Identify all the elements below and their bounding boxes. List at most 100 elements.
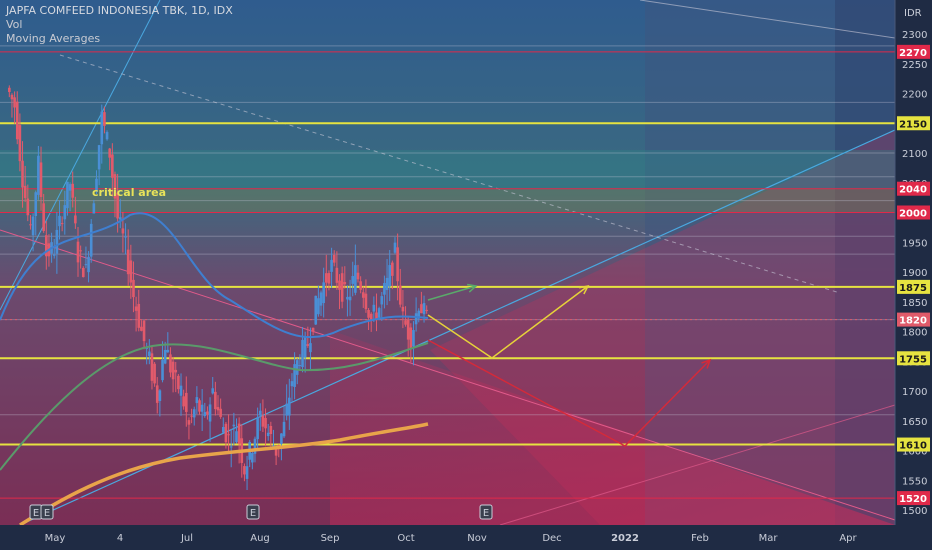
candle-body bbox=[306, 344, 310, 346]
candle-body bbox=[293, 364, 296, 387]
candle-body bbox=[163, 349, 167, 364]
candle-body bbox=[274, 446, 278, 456]
candle-body bbox=[71, 183, 75, 198]
candle-body bbox=[166, 349, 170, 353]
price-level-tag-label: 2270 bbox=[899, 48, 927, 59]
candle-body bbox=[95, 178, 98, 192]
candle-body bbox=[155, 385, 159, 403]
bullish-projection-arrow-head bbox=[466, 283, 478, 293]
candle-body bbox=[375, 312, 378, 321]
time-tick-label: Dec bbox=[542, 533, 561, 544]
candle-body bbox=[372, 304, 376, 312]
candle-body bbox=[150, 353, 154, 381]
candle-body bbox=[21, 160, 24, 188]
candle-body bbox=[367, 309, 370, 318]
price-level-tag-label: 2150 bbox=[899, 119, 927, 130]
candle-body bbox=[338, 280, 341, 290]
price-level-tag bbox=[897, 205, 930, 220]
candle-body bbox=[391, 262, 394, 276]
candle-body bbox=[369, 313, 373, 320]
candle-body bbox=[84, 264, 88, 266]
candle-body bbox=[92, 203, 96, 214]
candle-body bbox=[354, 265, 357, 293]
candle-body bbox=[359, 281, 362, 290]
candle-body bbox=[414, 313, 418, 325]
candle-body bbox=[319, 292, 323, 306]
lower-channel-line bbox=[499, 404, 896, 526]
candle-body bbox=[417, 310, 421, 319]
candle-body bbox=[343, 282, 347, 285]
price-level-tag-label: 2000 bbox=[899, 209, 927, 220]
candle-body bbox=[203, 412, 207, 416]
candle-body bbox=[388, 265, 391, 287]
candle-body bbox=[425, 309, 428, 311]
candle-body bbox=[317, 298, 320, 315]
time-tick-label: Feb bbox=[691, 533, 709, 544]
candle-body bbox=[301, 339, 304, 368]
candle-body bbox=[377, 308, 381, 318]
time-tick-label: Oct bbox=[397, 533, 414, 544]
critical-area-annotation: critical area bbox=[92, 186, 166, 199]
candle-body bbox=[243, 466, 246, 475]
candle-body bbox=[63, 205, 67, 220]
ma-medium-line bbox=[0, 342, 429, 471]
price-level-tag-label: 1520 bbox=[899, 494, 927, 505]
candle-body bbox=[266, 432, 270, 437]
candle-body bbox=[288, 397, 291, 416]
candle-body bbox=[385, 277, 389, 291]
candle-body bbox=[380, 296, 384, 305]
earnings-marker-3 bbox=[479, 504, 493, 520]
candle-body bbox=[253, 438, 257, 454]
candle-body bbox=[76, 241, 80, 263]
channel-zone-fill bbox=[430, 130, 895, 525]
candle-body bbox=[346, 296, 349, 300]
candle-body bbox=[132, 279, 135, 298]
earnings-marker-label: E bbox=[250, 508, 256, 519]
candle-body bbox=[142, 320, 146, 342]
candle-body bbox=[108, 148, 111, 158]
candle-body bbox=[26, 198, 30, 216]
price-level-tag-label: 1755 bbox=[899, 354, 927, 365]
candle-body bbox=[327, 273, 331, 284]
time-tick-label: Mar bbox=[759, 533, 779, 544]
price-level-tag-label: 1875 bbox=[899, 283, 927, 294]
time-tick-label: May bbox=[45, 533, 66, 544]
bearish-zone-fill bbox=[330, 330, 895, 525]
candle-body bbox=[229, 446, 233, 448]
candle-body bbox=[351, 276, 355, 284]
candle-body bbox=[208, 404, 212, 422]
candle-body bbox=[235, 431, 238, 443]
candle-body bbox=[269, 425, 273, 435]
candle-body bbox=[169, 354, 172, 373]
bullish-projection-arrow bbox=[427, 285, 477, 301]
candle-body bbox=[60, 223, 64, 225]
candle-body bbox=[116, 192, 119, 219]
candle-body bbox=[100, 111, 104, 145]
candle-body bbox=[261, 415, 265, 427]
earnings-marker-label: E bbox=[33, 508, 39, 519]
candle-body bbox=[118, 217, 122, 220]
candle-body bbox=[145, 347, 148, 349]
price-tick-label: 1950 bbox=[902, 238, 927, 249]
price-tick-label: 2300 bbox=[902, 30, 927, 41]
candle-body bbox=[13, 97, 16, 108]
time-axis-panel bbox=[0, 525, 895, 550]
candle-body bbox=[121, 228, 125, 234]
candle-body bbox=[31, 216, 35, 236]
moving-averages-indicator-label[interactable]: Moving Averages bbox=[6, 32, 101, 45]
candle-body bbox=[314, 295, 318, 325]
time-tick-label: Sep bbox=[321, 533, 340, 544]
candle-body bbox=[15, 101, 19, 140]
candle-body bbox=[66, 181, 69, 209]
candle-body bbox=[129, 260, 133, 283]
candle-body bbox=[55, 229, 59, 254]
red-projection-arrow-head bbox=[701, 358, 712, 369]
far-future-zone-shade bbox=[835, 0, 895, 525]
price-tick-label: 1700 bbox=[902, 387, 927, 398]
time-tick-label: Aug bbox=[250, 533, 270, 544]
candle-body bbox=[409, 327, 413, 350]
candle-body bbox=[412, 330, 415, 347]
candle-body bbox=[34, 192, 38, 217]
volume-indicator-label[interactable]: Vol bbox=[6, 18, 23, 31]
